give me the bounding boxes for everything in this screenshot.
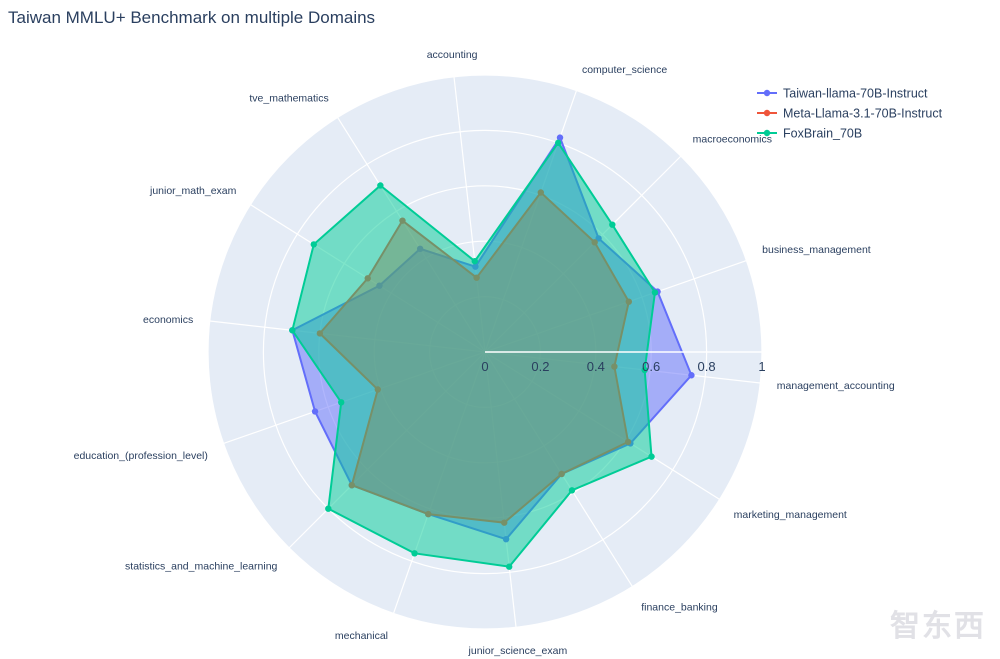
data-point [411, 550, 418, 557]
category-label: junior_math_exam [149, 185, 237, 197]
radial-tick-label: 0.2 [531, 359, 549, 374]
radial-tick-label: 0.8 [698, 359, 716, 374]
legend-marker-icon [763, 89, 771, 97]
legend-label: Taiwan-llama-70B-Instruct [783, 87, 928, 101]
legend-marker-icon [763, 109, 771, 117]
category-label: tve_mathematics [249, 92, 328, 104]
category-label: junior_science_exam [468, 645, 568, 657]
category-label: education_(profession_level) [74, 450, 208, 462]
category-label: computer_science [582, 64, 667, 76]
category-label: business_management [762, 244, 871, 256]
legend-label: FoxBrain_70B [783, 127, 862, 141]
category-label: management_accounting [777, 380, 895, 392]
legend-label: Meta-Llama-3.1-70B-Instruct [783, 107, 943, 121]
legend-item[interactable]: FoxBrain_70B [757, 127, 862, 141]
watermark-logo: 智东西 [890, 610, 986, 643]
legend-item[interactable]: Taiwan-llama-70B-Instruct [757, 87, 928, 101]
data-point [556, 134, 564, 141]
chart-title: Taiwan MMLU+ Benchmark on multiple Domai… [8, 8, 376, 27]
data-point [325, 505, 332, 512]
radial-tick-label: 0 [481, 359, 488, 374]
data-point [471, 257, 478, 265]
category-label: accounting [427, 49, 478, 61]
data-point [289, 327, 296, 334]
data-point [310, 241, 317, 248]
legend-item[interactable]: Meta-Llama-3.1-70B-Instruct [757, 107, 943, 121]
category-label: economics [143, 314, 193, 326]
category-label: macroeconomics [693, 133, 772, 145]
category-label: finance_banking [641, 602, 718, 614]
category-label: statistics_and_machine_learning [125, 561, 278, 573]
data-point [641, 366, 648, 374]
data-point [609, 221, 616, 228]
data-point [377, 182, 384, 189]
radial-tick-label: 0.6 [642, 359, 660, 374]
data-point [311, 408, 319, 415]
data-point [688, 372, 695, 379]
category-label: mechanical [335, 630, 388, 642]
data-point [568, 487, 576, 494]
legend-marker-icon [763, 129, 771, 137]
radial-tick-label: 0.4 [587, 359, 605, 374]
category-label: marketing_management [734, 509, 847, 521]
data-point [651, 289, 659, 296]
radial-tick-label: 1 [758, 359, 765, 374]
data-point [554, 139, 562, 147]
data-point [338, 399, 345, 406]
data-point [648, 453, 655, 460]
data-point [505, 563, 513, 570]
